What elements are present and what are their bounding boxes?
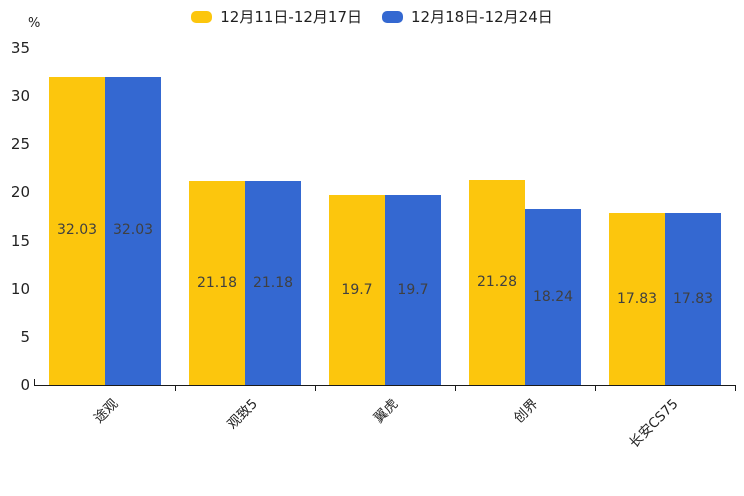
legend: 12月11日-12月17日 12月18日-12月24日 — [0, 7, 744, 27]
bar-series2-创界 — [525, 209, 581, 385]
y-tick-label: 0 — [20, 376, 30, 394]
bar-value-label: 21.18 — [196, 274, 238, 291]
y-tick-label: 15 — [10, 231, 30, 250]
x-category-label-text: 翼虎 — [370, 396, 402, 427]
x-axis-tick — [455, 386, 456, 391]
y-tick-label: 5 — [20, 327, 30, 346]
y-tick-label: 25 — [10, 135, 30, 154]
bar-value-label: 17.83 — [672, 290, 714, 307]
bar-series1-观致5 — [189, 181, 245, 385]
x-axis-tick — [315, 386, 316, 391]
x-category-label-text: 创界 — [510, 396, 542, 427]
bar-series1-途观 — [49, 76, 105, 385]
legend-label: 12月11日-12月17日 — [220, 8, 362, 26]
y-axis-unit-label: % — [28, 16, 41, 31]
x-category-label-text: 长安CS75 — [626, 396, 682, 452]
legend-label: 12月18日-12月24日 — [411, 8, 553, 26]
bar-value-label: 32.03 — [56, 222, 98, 239]
bar-series1-翼虎 — [329, 195, 385, 385]
bar-series2-翼虎 — [385, 195, 441, 385]
bar-series2-途观 — [105, 76, 161, 385]
bar-series1-创界 — [469, 180, 525, 385]
y-tick-label: 30 — [10, 87, 30, 106]
bar-value-label: 18.24 — [532, 288, 574, 305]
x-axis-tick — [595, 386, 596, 391]
x-category-label-text: 途观 — [90, 396, 122, 427]
bar-value-label: 19.7 — [397, 281, 429, 298]
legend-swatch — [191, 11, 213, 23]
bar-series2-长安CS75 — [665, 213, 721, 385]
x-axis-line — [34, 385, 736, 386]
x-category-label-text: 观致5 — [224, 396, 262, 433]
bar-series2-观致5 — [245, 181, 301, 385]
legend-swatch — [382, 11, 403, 23]
y-axis-tick — [34, 379, 35, 386]
y-tick-label: 35 — [10, 39, 30, 57]
legend-item-0[interactable]: 12月11日-12月17日 — [191, 7, 362, 27]
legend-item-1[interactable]: 12月18日-12月24日 — [382, 7, 553, 27]
bar-value-label: 32.03 — [112, 222, 154, 239]
y-tick-label: 20 — [10, 183, 30, 202]
x-axis-tick — [735, 386, 736, 391]
bar-value-label: 19.7 — [341, 281, 373, 298]
y-tick-label: 10 — [10, 279, 30, 298]
bar-value-label: 17.83 — [616, 290, 658, 307]
bar-series1-长安CS75 — [609, 213, 665, 385]
x-axis-tick — [175, 386, 176, 391]
bar-value-label: 21.18 — [252, 274, 294, 291]
bar-value-label: 21.28 — [476, 274, 518, 291]
